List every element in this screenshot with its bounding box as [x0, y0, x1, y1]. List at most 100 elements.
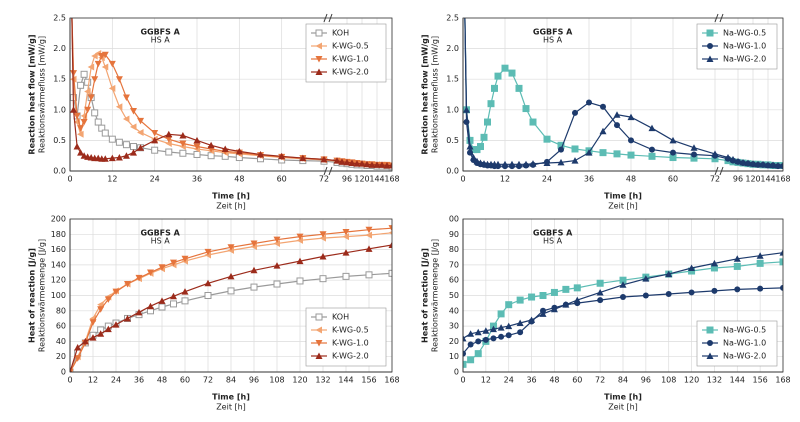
x-tick-label: 72: [203, 376, 213, 385]
x-tick-label: 24: [111, 376, 121, 385]
marker: [315, 340, 323, 347]
marker: [108, 84, 116, 92]
series-line: [70, 244, 392, 372]
x-axis-label: Time [h]: [212, 192, 250, 201]
marker: [388, 269, 392, 277]
marker: [101, 63, 109, 71]
marker: [480, 133, 488, 141]
y-tick-label: 50: [449, 291, 459, 300]
marker: [462, 9, 468, 15]
x-axis-label: Zeit [h]: [608, 403, 638, 412]
legend-label: K-WG-1.0: [332, 55, 369, 64]
marker: [710, 259, 718, 267]
marker: [516, 296, 524, 304]
marker: [358, 160, 366, 167]
marker: [505, 301, 513, 309]
marker: [158, 264, 166, 271]
marker: [181, 297, 189, 305]
marker: [388, 230, 392, 235]
marker: [181, 255, 189, 263]
marker: [691, 151, 697, 158]
marker: [137, 117, 145, 125]
x-axis-label: Time [h]: [604, 192, 642, 201]
y-axis-label: Reaktionswärmefluss [mW/g]: [38, 36, 47, 153]
marker: [348, 159, 356, 167]
x-axis-label: Time [h]: [604, 393, 642, 402]
marker: [170, 292, 177, 300]
marker: [68, 9, 75, 16]
marker: [388, 241, 392, 249]
marker: [165, 148, 173, 156]
x-tick-label: 36: [134, 376, 144, 385]
marker: [273, 236, 281, 244]
x-tick-label: 168: [384, 175, 399, 184]
marker: [94, 60, 102, 68]
marker: [135, 274, 143, 282]
marker: [147, 302, 154, 310]
marker: [388, 161, 392, 169]
marker: [562, 285, 570, 293]
marker: [296, 233, 304, 241]
marker: [70, 368, 72, 372]
y-tick-label: 160: [51, 245, 66, 254]
x-tick-label: 12: [500, 175, 510, 184]
marker: [343, 158, 351, 166]
marker: [562, 301, 570, 308]
marker: [596, 288, 604, 296]
marker: [463, 106, 470, 113]
marker: [101, 51, 109, 59]
legend-label: K-WG-2.0: [332, 352, 369, 361]
marker: [108, 154, 116, 162]
marker: [84, 106, 92, 114]
marker: [204, 248, 212, 256]
marker: [734, 157, 742, 165]
marker: [158, 303, 166, 311]
marker: [497, 310, 505, 318]
marker: [342, 233, 349, 241]
marker: [501, 64, 509, 72]
series-line: [463, 252, 783, 339]
plot-frame: [69, 17, 393, 172]
marker: [706, 29, 714, 37]
legend-label: KOH: [332, 313, 349, 322]
marker: [122, 141, 130, 149]
series-line: [70, 232, 392, 372]
marker: [91, 76, 99, 83]
marker: [70, 70, 78, 77]
marker: [550, 305, 558, 313]
y-axis-label: Reaktionswärmemenge [J/g]: [431, 239, 440, 352]
legend-label: Na-WG-2.0: [723, 352, 766, 361]
marker: [250, 266, 258, 274]
marker: [759, 160, 767, 168]
x-tick-label: 120: [684, 376, 699, 385]
marker: [378, 161, 386, 168]
marker: [193, 150, 201, 158]
marker: [273, 262, 281, 269]
marker: [165, 139, 172, 147]
y-tick-label: 80: [449, 245, 459, 254]
marker: [690, 144, 698, 151]
marker: [363, 160, 371, 168]
marker: [122, 152, 130, 159]
marker: [497, 324, 505, 331]
marker: [77, 149, 85, 156]
x-tick-label: 12: [107, 175, 117, 184]
marker: [320, 155, 328, 163]
x-tick-label: 120: [745, 175, 760, 184]
marker: [517, 329, 524, 336]
marker: [467, 341, 474, 348]
marker: [108, 135, 116, 143]
marker: [98, 124, 106, 132]
marker: [769, 161, 777, 168]
marker: [711, 150, 719, 157]
marker: [80, 119, 88, 126]
marker: [73, 112, 81, 120]
y-tick-label: 90: [449, 230, 459, 239]
annotation: HS A: [151, 36, 171, 45]
marker: [706, 352, 714, 359]
marker: [319, 231, 327, 238]
marker: [539, 292, 547, 299]
legend: Na-WG-0.5 Na-WG-1.0 Na-WG-2.0: [696, 23, 778, 70]
legend: KOH K-WG-0.5 K-WG-1.0 K-WG-2.0: [305, 307, 387, 367]
marker: [227, 244, 235, 251]
